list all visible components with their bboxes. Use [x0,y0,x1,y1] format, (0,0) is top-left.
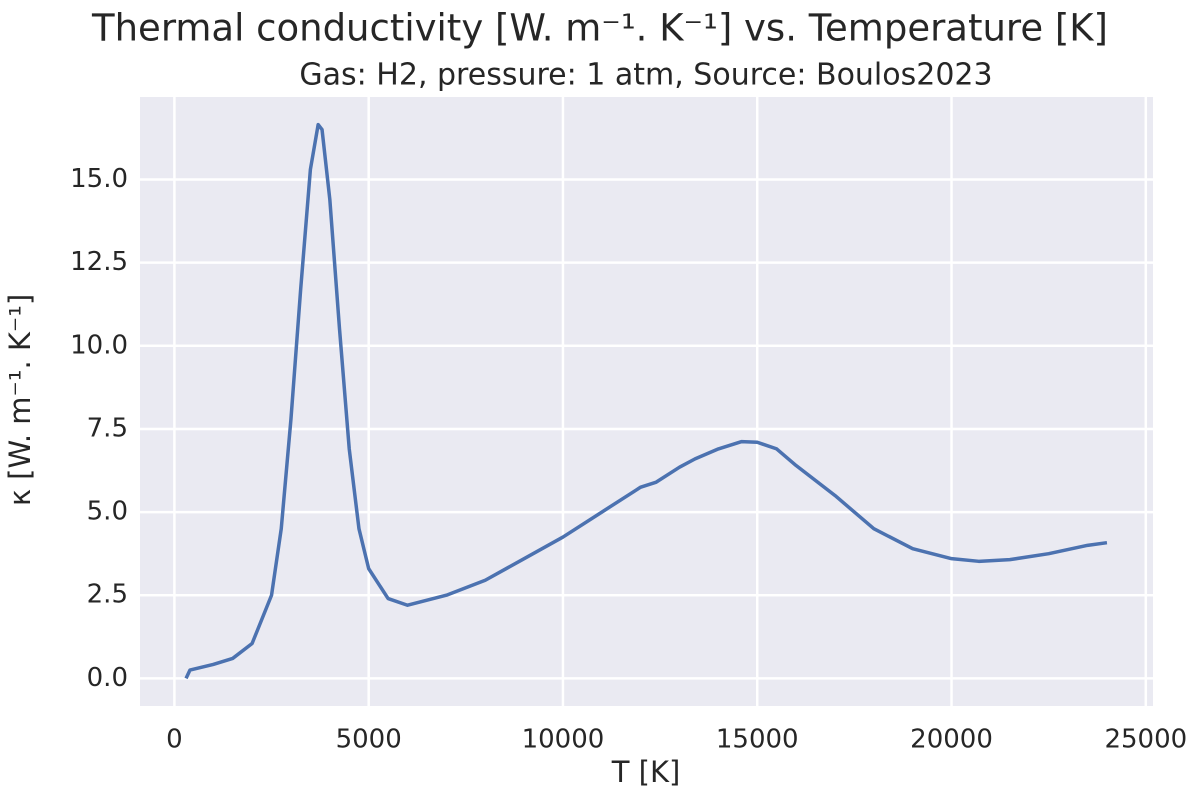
x-tick-label: 15000 [716,725,799,755]
y-tick-label: 5.0 [87,497,128,527]
y-tick-label: 10.0 [70,330,128,360]
data-line [184,122,1108,680]
chart-subtitle: Gas: H2, pressure: 1 atm, Source: Boulos… [299,58,992,93]
x-axis-label: T [K] [611,755,681,789]
y-tick-label: 15.0 [70,164,128,194]
x-tick-label: 10000 [522,725,605,755]
x-tick-label: 5000 [336,725,402,755]
y-axis-label: κ [W. m⁻¹. K⁻¹] [3,294,37,506]
chart-title: Thermal conductivity [W. m⁻¹. K⁻¹] vs. T… [91,7,1108,50]
y-tick-label: 7.5 [87,413,128,443]
x-tick-label: 20000 [910,725,993,755]
x-tick-label: 0 [166,725,183,755]
y-tick-label: 0.0 [87,663,128,693]
x-tick-label: 25000 [1104,725,1187,755]
y-tick-label: 2.5 [87,580,128,610]
y-tick-label: 12.5 [70,247,128,277]
